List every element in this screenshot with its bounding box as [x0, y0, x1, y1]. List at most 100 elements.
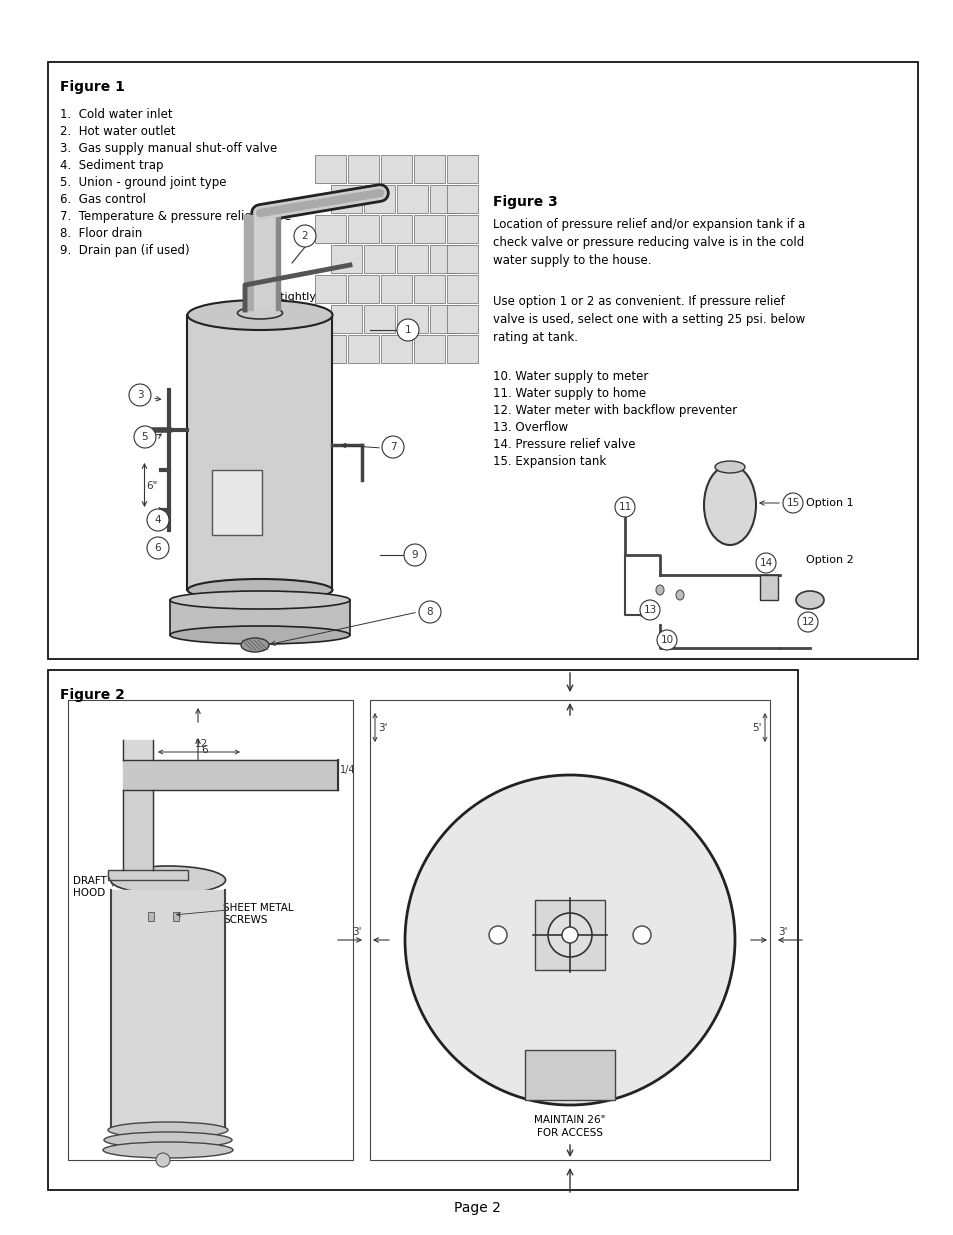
Ellipse shape [111, 866, 225, 894]
Text: 15. Expansion tank: 15. Expansion tank [493, 454, 605, 468]
Bar [447, 156, 477, 183]
Bar [414, 275, 444, 303]
Bar [524, 1050, 615, 1100]
Bar [314, 335, 346, 363]
Circle shape [156, 1153, 170, 1167]
Bar [447, 245, 477, 273]
Text: Option 2: Option 2 [805, 555, 853, 564]
Circle shape [489, 926, 506, 944]
Ellipse shape [104, 1132, 232, 1149]
Text: 6: 6 [154, 543, 161, 553]
Bar [760, 576, 778, 600]
Text: Figure 3: Figure 3 [493, 195, 558, 209]
Bar [364, 185, 395, 212]
Ellipse shape [188, 300, 333, 330]
Bar [447, 215, 477, 243]
Bar [380, 335, 412, 363]
Text: 5': 5' [752, 722, 761, 734]
Text: 6: 6 [201, 745, 208, 755]
Text: Location of pressure relief and/or expansion tank if a
check valve or pressure r: Location of pressure relief and/or expan… [493, 219, 804, 267]
Ellipse shape [703, 466, 755, 545]
Circle shape [755, 553, 775, 573]
Text: 12: 12 [194, 739, 208, 748]
Text: 7.  Temperature & pressure relief valve: 7. Temperature & pressure relief valve [60, 210, 291, 224]
Text: 11: 11 [618, 501, 631, 513]
Bar [348, 275, 378, 303]
Ellipse shape [656, 585, 663, 595]
Text: 13. Overflow: 13. Overflow [493, 421, 568, 433]
Text: 1: 1 [404, 325, 411, 335]
Ellipse shape [108, 1123, 228, 1137]
Bar [314, 215, 346, 243]
Ellipse shape [676, 590, 683, 600]
Circle shape [782, 493, 802, 513]
Bar [397, 305, 428, 333]
Bar [314, 275, 346, 303]
Text: 3.  Gas supply manual shut-off valve: 3. Gas supply manual shut-off valve [60, 142, 277, 156]
Bar [348, 156, 378, 183]
Circle shape [294, 225, 315, 247]
Circle shape [405, 776, 734, 1105]
Text: 2: 2 [301, 231, 308, 241]
Text: MAINTAIN 26"
FOR ACCESS: MAINTAIN 26" FOR ACCESS [534, 1115, 605, 1139]
Circle shape [381, 436, 403, 458]
Bar [48, 671, 797, 1191]
Text: 9: 9 [412, 550, 417, 559]
Circle shape [396, 319, 418, 341]
Text: 3': 3' [778, 927, 786, 937]
Ellipse shape [103, 1142, 233, 1158]
Text: Option 1: Option 1 [805, 498, 853, 508]
Bar [348, 215, 378, 243]
Text: 10: 10 [659, 635, 673, 645]
Text: 13: 13 [642, 605, 656, 615]
Bar [314, 156, 346, 183]
Circle shape [147, 537, 169, 559]
Text: 6.  Gas control: 6. Gas control [60, 193, 146, 206]
Bar [188, 315, 333, 590]
Bar [430, 245, 461, 273]
Text: 11. Water supply to home: 11. Water supply to home [493, 387, 645, 400]
Text: 7: 7 [389, 442, 395, 452]
Bar [430, 305, 461, 333]
Text: 5: 5 [142, 432, 148, 442]
Circle shape [657, 630, 677, 650]
Bar [414, 335, 444, 363]
Text: Figure 1: Figure 1 [60, 80, 125, 94]
Bar [108, 869, 188, 881]
Ellipse shape [795, 592, 823, 609]
Bar [380, 275, 412, 303]
Circle shape [633, 926, 650, 944]
Circle shape [129, 384, 151, 406]
Text: 2.  Hot water outlet: 2. Hot water outlet [60, 125, 175, 138]
Bar [380, 215, 412, 243]
Bar [364, 245, 395, 273]
Text: 5.  Union - ground joint type: 5. Union - ground joint type [60, 177, 226, 189]
Bar [430, 185, 461, 212]
Text: Page 2: Page 2 [453, 1200, 500, 1215]
Text: 1.  Cold water inlet: 1. Cold water inlet [60, 107, 172, 121]
Circle shape [418, 601, 440, 622]
Text: 15: 15 [785, 498, 799, 508]
Circle shape [639, 600, 659, 620]
Text: 3: 3 [136, 390, 143, 400]
Bar [447, 275, 477, 303]
Bar [213, 471, 262, 535]
Bar [414, 156, 444, 183]
Bar [331, 245, 362, 273]
Bar [397, 245, 428, 273]
Text: 10. Water supply to meter: 10. Water supply to meter [493, 370, 648, 383]
Ellipse shape [188, 579, 333, 601]
Ellipse shape [237, 308, 282, 319]
Circle shape [797, 613, 817, 632]
Bar [331, 305, 362, 333]
Text: 8: 8 [426, 606, 433, 618]
Text: 4: 4 [154, 515, 161, 525]
Bar [48, 62, 917, 659]
Bar [172, 911, 179, 921]
Text: 14. Pressure relief valve: 14. Pressure relief valve [493, 438, 635, 451]
Circle shape [615, 496, 635, 517]
Text: 12. Water meter with backflow preventer: 12. Water meter with backflow preventer [493, 404, 737, 417]
Circle shape [547, 913, 592, 957]
Ellipse shape [170, 626, 350, 643]
Ellipse shape [714, 461, 744, 473]
